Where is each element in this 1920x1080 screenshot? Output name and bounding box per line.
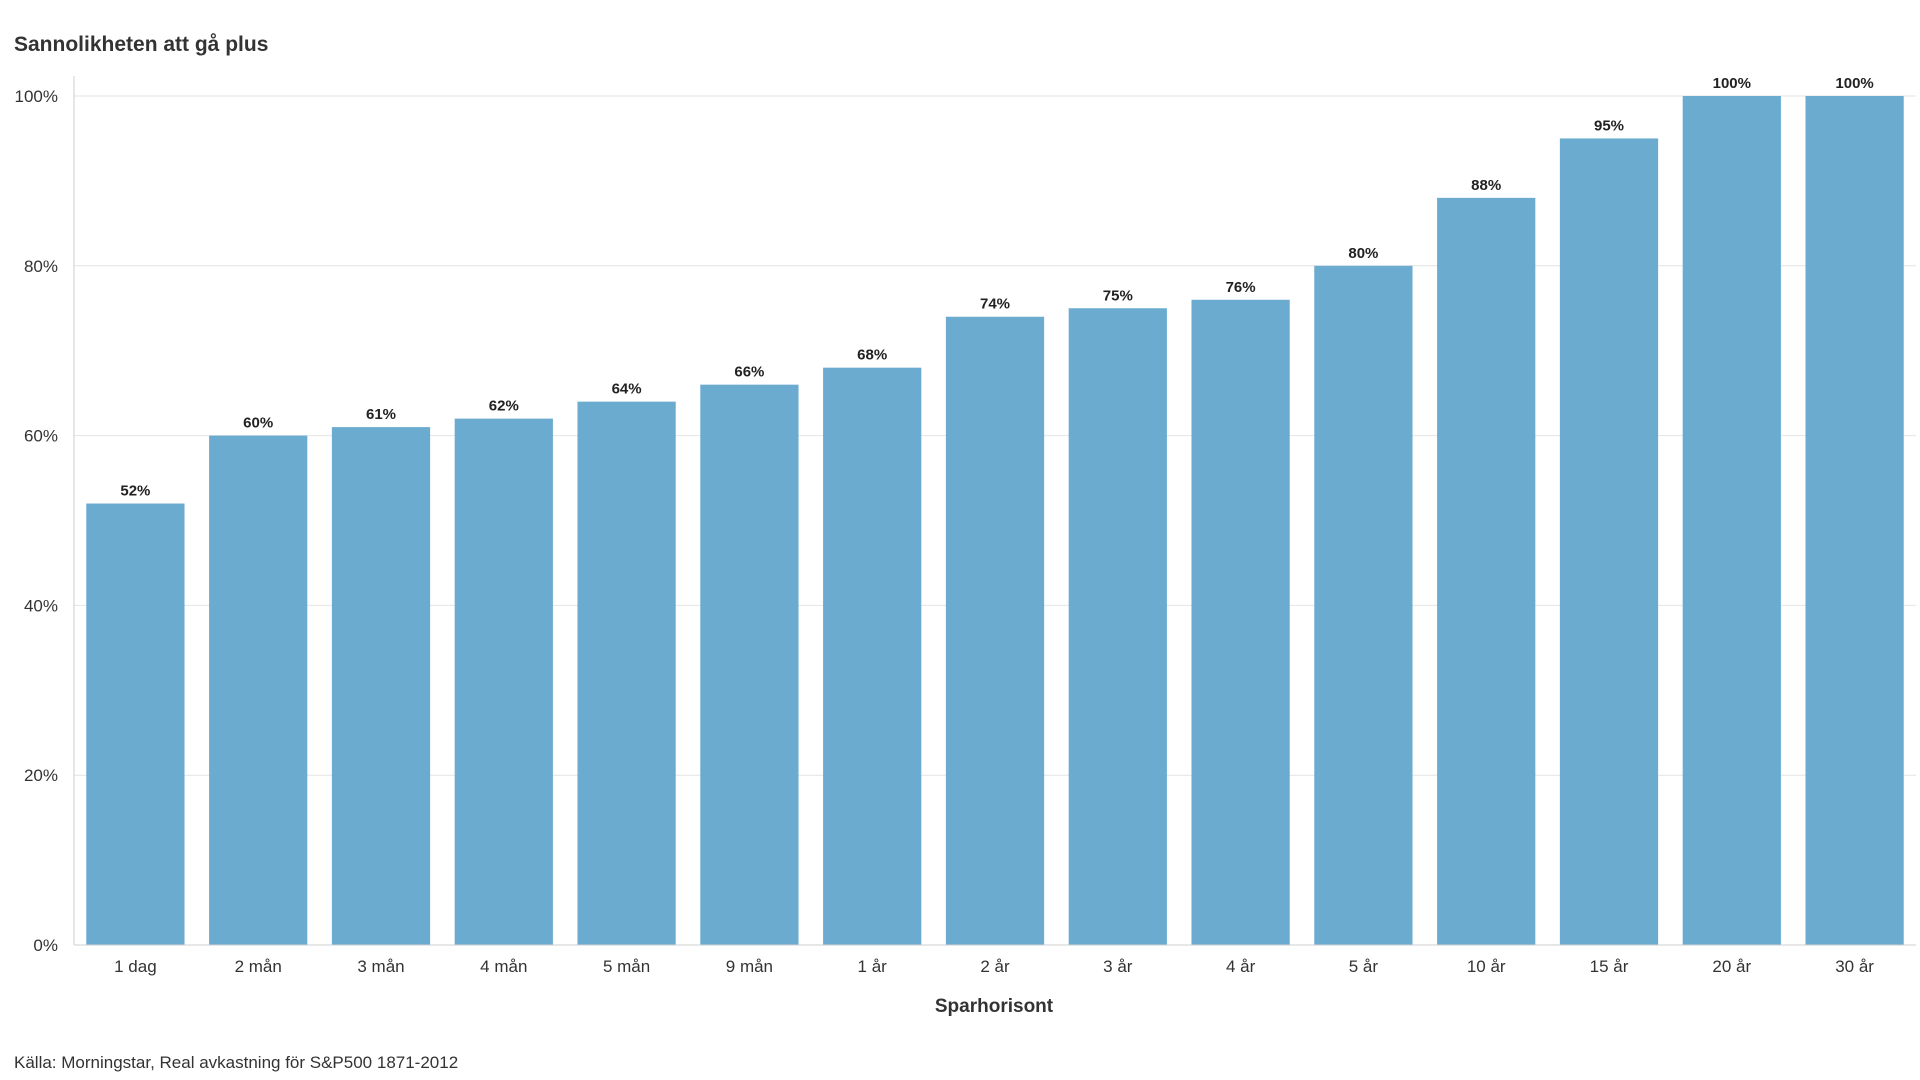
y-tick-label: 0% <box>33 936 58 955</box>
x-tick-label: 3 mån <box>357 957 404 976</box>
x-tick-label: 2 mån <box>235 957 282 976</box>
x-tick-label: 3 år <box>1103 957 1133 976</box>
x-tick-label: 2 år <box>980 957 1010 976</box>
value-label: 100% <box>1835 75 1873 92</box>
y-tick-label: 100% <box>15 87 58 106</box>
bar <box>1682 96 1781 945</box>
y-tick-label: 20% <box>24 766 58 785</box>
value-label: 52% <box>120 483 150 500</box>
value-label: 66% <box>734 364 764 381</box>
bar <box>86 503 185 945</box>
value-label: 64% <box>612 381 642 398</box>
value-label: 80% <box>1348 245 1378 262</box>
value-labels: 52% 60% 61% 62% 64% 66% 68% 74% 75% 76% 80% 88% 95% 1… <box>120 75 1873 500</box>
value-label: 68% <box>857 347 887 364</box>
value-label: 60% <box>243 415 273 432</box>
x-tick-label: 20 år <box>1712 957 1751 976</box>
bar <box>1314 265 1413 945</box>
value-label: 100% <box>1713 75 1751 92</box>
value-label: 95% <box>1594 117 1624 134</box>
value-label: 61% <box>366 406 396 423</box>
x-tick-label: 5 mån <box>603 957 650 976</box>
chart-title: Sannolikheten att gå plus <box>14 33 268 56</box>
x-tick-label: 10 år <box>1467 957 1506 976</box>
bar <box>577 401 676 945</box>
x-tick-label: 4 år <box>1226 957 1256 976</box>
bar <box>209 435 308 945</box>
x-tick-label: 30 år <box>1835 957 1874 976</box>
value-label: 88% <box>1471 177 1501 194</box>
x-axis-title: Sparhorisont <box>935 996 1054 1017</box>
y-axis-ticks: 0% 20% 40% 60% 80% 100% <box>15 87 58 955</box>
bar <box>1805 96 1904 945</box>
value-label: 75% <box>1103 287 1133 304</box>
bars <box>86 96 1904 945</box>
x-tick-label: 1 dag <box>114 957 157 976</box>
bar <box>945 316 1045 945</box>
x-tick-label: 4 mån <box>480 957 527 976</box>
bar <box>454 418 553 945</box>
x-tick-label: 9 mån <box>726 957 773 976</box>
bar <box>1191 299 1290 945</box>
value-label: 76% <box>1226 279 1256 296</box>
bar <box>331 427 431 945</box>
bar <box>1437 197 1536 945</box>
x-tick-label: 15 år <box>1590 957 1629 976</box>
y-tick-label: 60% <box>24 427 58 446</box>
bar <box>1068 308 1167 945</box>
x-tick-label: 1 år <box>858 957 888 976</box>
value-label: 62% <box>489 398 519 415</box>
value-label: 74% <box>980 296 1010 313</box>
x-tick-label: 5 år <box>1349 957 1379 976</box>
source-note: Källa: Morningstar, Real avkastning för … <box>14 1053 458 1072</box>
bar <box>1559 138 1659 945</box>
bar <box>823 367 922 945</box>
y-tick-label: 40% <box>24 596 58 615</box>
bar <box>700 384 799 945</box>
y-tick-label: 80% <box>24 257 58 276</box>
x-axis-ticks: 1 dag 2 mån 3 mån 4 mån 5 mån 9 mån 1 år 2 år 3 … <box>114 957 1874 976</box>
